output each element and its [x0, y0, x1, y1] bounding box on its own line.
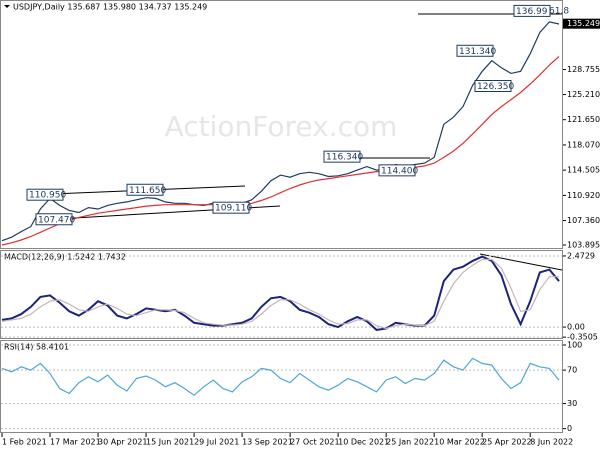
- price-panel: [0, 0, 563, 249]
- trendline: [479, 253, 563, 271]
- x-tick-label: 1 Feb 2021: [2, 438, 47, 447]
- y-tick-label: 0: [567, 424, 572, 433]
- annotation: 131.340: [459, 47, 496, 57]
- watermark: ActionForex.com: [165, 110, 398, 143]
- series-line: [1, 255, 560, 331]
- x-tick-label: 13 Sep 2021: [242, 438, 293, 447]
- y-tick-label: 121.650: [567, 115, 600, 124]
- macd-title: MACD(12,26,9) 1.5242 1.7432: [4, 253, 126, 262]
- annotation: 116.340: [326, 153, 363, 163]
- annotation: 61.8: [549, 7, 569, 17]
- y-tick-label: 125.210: [567, 90, 600, 99]
- annotation-box: [35, 213, 73, 226]
- series-line: [1, 56, 560, 246]
- x-tick-label: 27 Oct 2021: [290, 438, 339, 447]
- y-tick-label: 70: [567, 366, 577, 375]
- y-tick-label: 118.070: [567, 140, 600, 149]
- series-line: [1, 21, 560, 242]
- rsi-title: RSI(14) 58.4101: [4, 343, 69, 352]
- x-tick-label: 25 Apr 2022: [482, 438, 531, 447]
- annotation-box: [474, 80, 512, 93]
- annotation: 109.110: [215, 204, 252, 214]
- annotation-box: [513, 4, 551, 17]
- x-tick-label: 15 Jun 2021: [146, 438, 194, 447]
- y-tick-label: -0.3505: [567, 333, 598, 342]
- x-tick-label: 10 Mar 2022: [434, 438, 485, 447]
- annotation-box: [26, 188, 64, 201]
- y-tick-label: 114.505: [567, 166, 600, 175]
- annotation: 114.400: [381, 166, 418, 176]
- annotation: 111.650: [129, 186, 166, 196]
- y-tick-label: 0.00: [567, 323, 585, 332]
- current-price-box: [563, 18, 600, 29]
- y-tick-label: 103.895: [567, 241, 600, 250]
- y-tick-label: 30: [567, 399, 577, 408]
- y-tick-label: 110.920: [567, 191, 600, 200]
- current-price: 135.249: [567, 19, 600, 28]
- annotation-box: [378, 164, 416, 177]
- y-tick-label: 2.4729: [567, 251, 595, 260]
- annotation-box: [323, 150, 361, 163]
- rsi-panel: [0, 340, 563, 433]
- series-line: [1, 357, 560, 396]
- annotation: 110.950: [29, 191, 66, 201]
- y-tick-label: 107.360: [567, 216, 600, 225]
- annotation: 136.99: [516, 7, 548, 17]
- chart-title: USDJPY,Daily 135.687 135.980 134.737 135…: [13, 3, 207, 12]
- x-tick-label: 8 Jun 2022: [530, 438, 573, 447]
- annotation-box: [126, 183, 164, 196]
- annotation-box: [212, 201, 250, 214]
- x-tick-label: 30 Apr 2021: [98, 438, 147, 447]
- y-tick-label: 128.755: [567, 65, 600, 74]
- series-line: [1, 258, 559, 330]
- x-tick-label: 25 Jan 2022: [386, 438, 434, 447]
- menu-arrow: [4, 5, 10, 8]
- annotation-box: [456, 44, 494, 57]
- macd-panel: [0, 250, 563, 339]
- x-tick-label: 10 Dec 2021: [338, 438, 389, 447]
- x-tick-label: 29 Jul 2021: [194, 438, 239, 447]
- y-tick-label: 100: [567, 341, 582, 350]
- x-tick-label: 17 Mar 2021: [50, 438, 101, 447]
- annotation: 107.470: [38, 215, 75, 225]
- annotation: 126.350: [477, 82, 514, 92]
